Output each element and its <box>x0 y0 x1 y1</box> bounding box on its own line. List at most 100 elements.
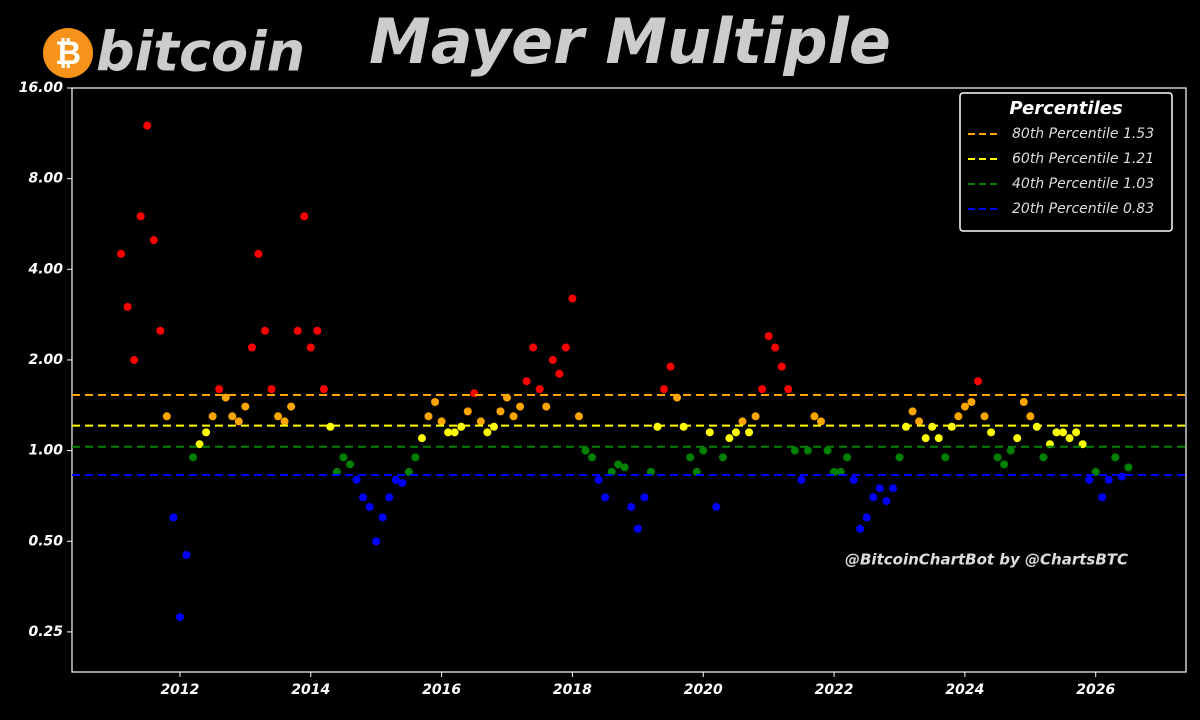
plot-frame <box>71 87 1187 673</box>
data-point <box>372 537 381 546</box>
data-point <box>313 326 322 335</box>
data-point <box>542 402 551 411</box>
data-point <box>862 513 871 522</box>
legend-label: 80th Percentile 1.53 <box>1012 126 1154 142</box>
data-point <box>1032 422 1041 431</box>
x-tick-label: 2022 <box>815 682 854 698</box>
data-point <box>758 385 767 394</box>
data-point <box>771 343 780 352</box>
data-point <box>365 502 374 511</box>
data-point <box>934 434 943 443</box>
data-point <box>856 524 865 533</box>
data-point <box>614 460 623 469</box>
data-point <box>941 453 950 462</box>
data-point <box>175 613 184 622</box>
data-point <box>797 475 806 484</box>
data-point <box>1006 446 1015 455</box>
data-point <box>699 446 708 455</box>
data-point <box>267 385 276 394</box>
data-point <box>620 463 629 472</box>
data-point <box>424 412 433 421</box>
data-point <box>195 440 204 449</box>
brand-logo <box>43 28 93 78</box>
data-point <box>136 212 145 221</box>
data-point <box>476 417 485 426</box>
data-point <box>705 428 714 437</box>
data-point <box>973 377 982 386</box>
data-point <box>574 412 583 421</box>
data-point <box>803 446 812 455</box>
data-point <box>411 453 420 462</box>
data-point <box>601 493 610 502</box>
data-point <box>875 484 884 493</box>
data-point <box>234 417 243 426</box>
data-point <box>287 402 296 411</box>
brand-symbol: ₿ <box>55 34 81 72</box>
data-point <box>346 460 355 469</box>
data-point <box>509 412 518 421</box>
data-point <box>823 446 832 455</box>
data-point <box>254 249 263 258</box>
data-point <box>666 362 675 371</box>
data-point <box>483 428 492 437</box>
data-point <box>332 467 341 476</box>
data-point <box>378 513 387 522</box>
data-point <box>836 467 845 476</box>
data-point <box>908 407 917 416</box>
data-point <box>751 412 760 421</box>
data-point <box>437 417 446 426</box>
data-point <box>869 493 878 502</box>
data-point <box>1111 453 1120 462</box>
legend-label: 60th Percentile 1.21 <box>1012 151 1154 167</box>
data-point <box>529 343 538 352</box>
data-point <box>588 453 597 462</box>
data-point <box>745 428 754 437</box>
data-point <box>915 417 924 426</box>
data-point <box>359 493 368 502</box>
data-point <box>888 484 897 493</box>
data-point <box>902 422 911 431</box>
data-point <box>1072 428 1081 437</box>
y-tick-label: 8.00 <box>28 171 63 187</box>
data-point <box>1104 475 1113 484</box>
data-point <box>470 389 479 398</box>
data-point <box>1091 467 1100 476</box>
data-point <box>202 428 211 437</box>
data-point <box>228 412 237 421</box>
legend-label: 40th Percentile 1.03 <box>1012 176 1154 192</box>
data-point <box>489 422 498 431</box>
data-point <box>280 417 289 426</box>
data-point <box>149 236 158 245</box>
data-point <box>777 362 786 371</box>
legend-label: 20th Percentile 0.83 <box>1012 201 1154 217</box>
data-point <box>385 493 394 502</box>
data-point <box>686 453 695 462</box>
data-point <box>810 412 819 421</box>
data-point <box>653 422 662 431</box>
data-point <box>339 453 348 462</box>
data-point <box>319 385 328 394</box>
data-point <box>1065 434 1074 443</box>
y-tick-label: 4.00 <box>27 261 63 277</box>
data-point <box>849 475 858 484</box>
data-point <box>215 385 224 394</box>
data-point <box>352 475 361 484</box>
data-point <box>450 428 459 437</box>
data-point <box>738 417 747 426</box>
legend-title: Percentiles <box>1009 98 1123 119</box>
data-point <box>679 422 688 431</box>
data-point <box>921 434 930 443</box>
data-point <box>1026 412 1035 421</box>
x-tick-label: 2018 <box>553 682 592 698</box>
data-point <box>954 412 963 421</box>
data-point <box>1019 398 1028 407</box>
data-point <box>143 121 152 130</box>
data-point <box>117 249 126 258</box>
data-point <box>1085 475 1094 484</box>
data-point <box>535 385 544 394</box>
data-point <box>633 524 642 533</box>
data-point <box>692 467 701 476</box>
data-point <box>784 385 793 394</box>
data-point <box>987 428 996 437</box>
